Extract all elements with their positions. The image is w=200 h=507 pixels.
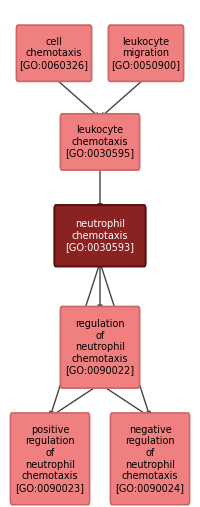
FancyBboxPatch shape <box>60 306 140 388</box>
FancyBboxPatch shape <box>108 25 184 81</box>
Text: cell
chemotaxis
[GO:0060326]: cell chemotaxis [GO:0060326] <box>20 37 88 70</box>
Text: positive
regulation
of
neutrophil
chemotaxis
[GO:0090023]: positive regulation of neutrophil chemot… <box>16 425 84 493</box>
FancyBboxPatch shape <box>110 413 190 505</box>
FancyBboxPatch shape <box>54 205 146 267</box>
FancyBboxPatch shape <box>16 25 92 81</box>
Text: leukocyte
chemotaxis
[GO:0030595]: leukocyte chemotaxis [GO:0030595] <box>65 125 135 159</box>
FancyBboxPatch shape <box>10 413 90 505</box>
FancyBboxPatch shape <box>60 114 140 170</box>
Text: neutrophil
chemotaxis
[GO:0030593]: neutrophil chemotaxis [GO:0030593] <box>66 219 134 252</box>
Text: regulation
of
neutrophil
chemotaxis
[GO:0090022]: regulation of neutrophil chemotaxis [GO:… <box>65 319 135 376</box>
Text: negative
regulation
of
neutrophil
chemotaxis
[GO:0090024]: negative regulation of neutrophil chemot… <box>116 425 184 493</box>
Text: leukocyte
migration
[GO:0050900]: leukocyte migration [GO:0050900] <box>112 37 180 70</box>
